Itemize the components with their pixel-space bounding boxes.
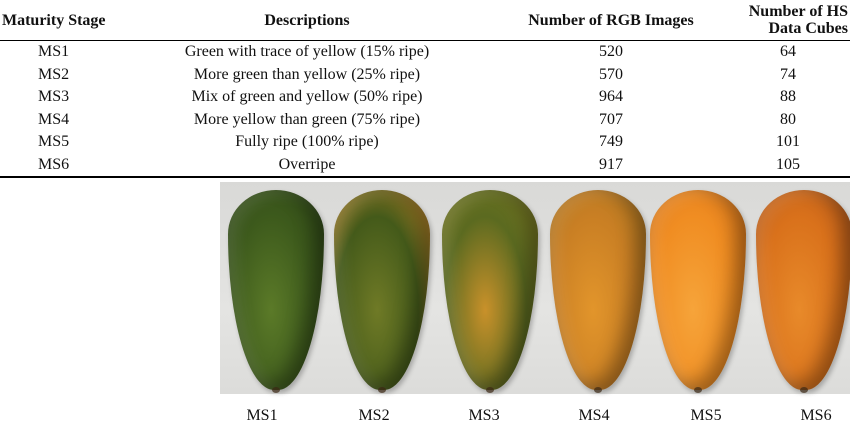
cell-description: Overripe bbox=[278, 155, 336, 173]
cell-hs-count: 101 bbox=[776, 133, 800, 150]
table-header-row: Maturity Stage Descriptions Number of RG… bbox=[0, 0, 850, 41]
maturity-table: Maturity Stage Descriptions Number of RG… bbox=[0, 0, 850, 178]
cell-hs-count: 80 bbox=[780, 110, 796, 128]
header-rgb-images: Number of RGB Images bbox=[528, 11, 694, 29]
papaya-label-ms6: MS6 bbox=[800, 407, 832, 424]
cell-rgb-count: 520 bbox=[599, 43, 623, 60]
papaya-label-ms4: MS4 bbox=[578, 407, 610, 424]
cell-description: More green than yellow (25% ripe) bbox=[193, 65, 421, 83]
cell-rgb-count: 570 bbox=[599, 65, 623, 83]
cell-rgb-count: 917 bbox=[599, 155, 623, 173]
cell-rgb-count: 707 bbox=[599, 110, 623, 128]
papaya-ms2-image bbox=[334, 190, 430, 393]
cell-stage: MS1 bbox=[38, 43, 70, 60]
cell-description: Green with trace of yellow (15% ripe) bbox=[184, 43, 430, 60]
papaya-label-ms1: MS1 bbox=[246, 407, 278, 424]
papaya-label-ms3: MS3 bbox=[468, 407, 500, 424]
cell-stage: MS6 bbox=[38, 155, 70, 173]
table-row: MS4 More yellow than green (75% ripe) 70… bbox=[0, 109, 850, 132]
table-row: MS6 Overripe 917 105 bbox=[0, 154, 850, 177]
papaya-ms6-image bbox=[756, 190, 850, 393]
table-row: MS5 Fully ripe (100% ripe) 749 101 bbox=[0, 131, 850, 154]
table-row: MS1 Green with trace of yellow (15% ripe… bbox=[0, 41, 850, 64]
papaya-ms1-image bbox=[228, 190, 324, 393]
cell-description: Fully ripe (100% ripe) bbox=[235, 133, 379, 150]
cell-description: Mix of green and yellow (50% ripe) bbox=[191, 88, 423, 105]
papaya-ms4-image bbox=[550, 190, 646, 393]
cell-rgb-count: 964 bbox=[599, 88, 623, 105]
cell-rgb-count: 749 bbox=[599, 133, 623, 150]
header-hs-line1: Number of HS bbox=[748, 3, 848, 20]
papaya-ms5-image bbox=[650, 190, 746, 393]
papaya-label-ms2: MS2 bbox=[358, 407, 390, 424]
table-row: MS3 Mix of green and yellow (50% ripe) 9… bbox=[0, 86, 850, 109]
header-descriptions: Descriptions bbox=[264, 11, 350, 29]
cell-stage: MS5 bbox=[38, 133, 70, 150]
papaya-photo bbox=[220, 182, 850, 394]
cell-hs-count: 74 bbox=[780, 65, 796, 83]
cell-hs-count: 64 bbox=[780, 43, 796, 60]
cell-stage: MS2 bbox=[38, 65, 70, 83]
header-maturity-stage: Maturity Stage bbox=[2, 11, 106, 29]
cell-hs-count: 88 bbox=[780, 88, 796, 105]
cell-stage: MS3 bbox=[38, 88, 70, 105]
maturity-table-container: Maturity Stage Descriptions Number of RG… bbox=[0, 0, 850, 178]
header-hs-data-cubes: Number of HS Data Cubes bbox=[726, 0, 850, 41]
cell-description: More yellow than green (75% ripe) bbox=[193, 110, 421, 128]
cell-stage: MS4 bbox=[38, 110, 70, 128]
papaya-label-ms5: MS5 bbox=[690, 407, 722, 424]
header-hs-line2: Data Cubes bbox=[768, 20, 848, 37]
papaya-ms3-image bbox=[442, 190, 538, 393]
table-row: MS2 More green than yellow (25% ripe) 57… bbox=[0, 64, 850, 87]
cell-hs-count: 105 bbox=[776, 155, 800, 173]
papaya-labels: MS1 MS2 MS3 MS4 MS5 MS6 bbox=[0, 406, 850, 428]
